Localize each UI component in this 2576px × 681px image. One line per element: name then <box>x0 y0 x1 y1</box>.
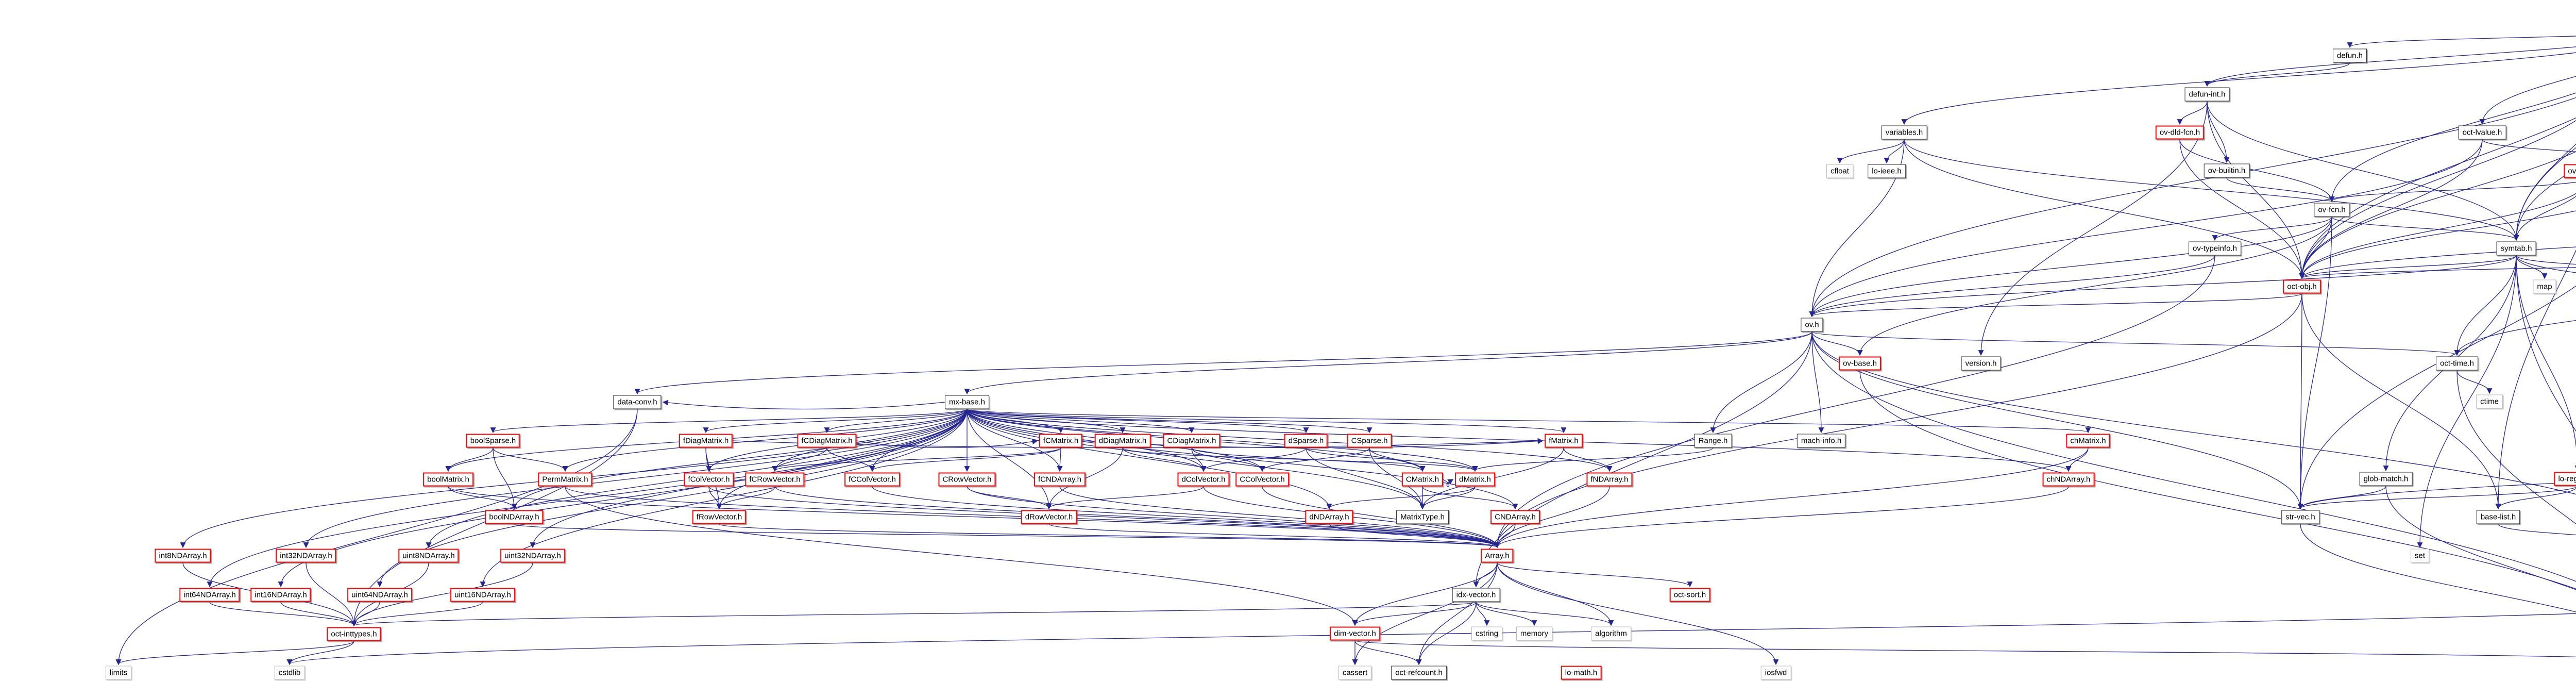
graph-node-uint16NDArray-h[interactable]: uint16NDArray.h <box>450 588 515 602</box>
graph-node-ov-dld-fcn-h[interactable]: ov-dld-fcn.h <box>2155 125 2205 140</box>
graph-node-dRowVector-h[interactable]: dRowVector.h <box>1021 510 1077 524</box>
graph-node-cfloat[interactable]: cfloat <box>1826 164 1853 178</box>
graph-node-int64NDArray-h[interactable]: int64NDArray.h <box>179 588 240 602</box>
graph-node-mach-info-h[interactable]: mach-info.h <box>1797 434 1846 448</box>
graph-node-limits[interactable]: limits <box>105 666 132 680</box>
graph-node-glob-match-h[interactable]: glob-match.h <box>2359 472 2413 486</box>
graph-node-lo-regexp-h[interactable]: lo-regexp.h <box>2554 472 2576 486</box>
graph-node-int8NDArray-h[interactable]: int8NDArray.h <box>155 549 211 563</box>
graph-node-fCRowVector-h[interactable]: fCRowVector.h <box>745 472 805 487</box>
graph-node-lo-math-h[interactable]: lo-math.h <box>1561 666 1602 680</box>
graph-node-fCMatrix-h[interactable]: fCMatrix.h <box>1039 434 1083 448</box>
graph-node-fMatrix-h[interactable]: fMatrix.h <box>1545 434 1583 448</box>
graph-node-oct-time-h[interactable]: oct-time.h <box>2436 356 2478 371</box>
graph-node-str-vec-h[interactable]: str-vec.h <box>2281 510 2319 524</box>
graph-node-ov-typeinfo-h[interactable]: ov-typeinfo.h <box>2189 241 2241 256</box>
graph-node-ov-h[interactable]: ov.h <box>1801 318 1823 332</box>
graph-node-ov-base-h[interactable]: ov-base.h <box>1839 356 1881 371</box>
graph-node-fRowVector-h[interactable]: fRowVector.h <box>692 510 747 524</box>
graph-node-base-list-h[interactable]: base-list.h <box>2476 510 2520 524</box>
graph-node-fNDArray-h[interactable]: fNDArray.h <box>1586 472 1633 487</box>
graph-node-lo-ieee-h[interactable]: lo-ieee.h <box>1868 164 1906 178</box>
graph-node-CSparse-h[interactable]: CSparse.h <box>1347 434 1392 448</box>
graph-node-uint8NDArray-h[interactable]: uint8NDArray.h <box>398 549 459 563</box>
graph-node-oct-lvalue-h[interactable]: oct-lvalue.h <box>2458 125 2506 140</box>
graph-node-oct-sort-h[interactable]: oct-sort.h <box>1669 588 1710 602</box>
graph-node-chNDArray-h[interactable]: chNDArray.h <box>2042 472 2095 487</box>
graph-node-int16NDArray-h[interactable]: int16NDArray.h <box>250 588 311 602</box>
graph-node-CRowVector-h[interactable]: CRowVector.h <box>938 472 996 487</box>
graph-node-version-h[interactable]: version.h <box>1961 356 2001 371</box>
graph-node-ctime[interactable]: ctime <box>2476 394 2503 409</box>
graph-node-ov-builtin-h[interactable]: ov-builtin.h <box>2204 163 2250 178</box>
graph-node-algorithm[interactable]: algorithm <box>1591 626 1631 641</box>
graph-node-PermMatrix-h[interactable]: PermMatrix.h <box>538 472 592 487</box>
graph-node-boolNDArray-h[interactable]: boolNDArray.h <box>485 510 544 524</box>
graph-node-cstring[interactable]: cstring <box>1471 626 1503 641</box>
graph-node-CColVector-h[interactable]: CColVector.h <box>1235 472 1289 487</box>
graph-node-Range-h[interactable]: Range.h <box>1694 434 1732 448</box>
graph-node-fDiagMatrix-h[interactable]: fDiagMatrix.h <box>679 434 733 448</box>
graph-node-set[interactable]: set <box>2410 549 2430 563</box>
graph-node-int32NDArray-h[interactable]: int32NDArray.h <box>276 549 336 563</box>
graph-node-boolMatrix-h[interactable]: boolMatrix.h <box>423 472 473 487</box>
graph-node-MatrixType-h[interactable]: MatrixType.h <box>1396 510 1449 524</box>
graph-node-dNDArray-h[interactable]: dNDArray.h <box>1305 510 1353 524</box>
graph-node-boolSparse-h[interactable]: boolSparse.h <box>466 434 520 448</box>
graph-node-Array-h[interactable]: Array.h <box>1481 549 1514 563</box>
graph-node-uint32NDArray-h[interactable]: uint32NDArray.h <box>500 549 565 563</box>
graph-node-iosfwd[interactable]: iosfwd <box>1760 666 1791 680</box>
graph-node-defun-int-h[interactable]: defun-int.h <box>2184 87 2230 102</box>
graph-node-dColVector-h[interactable]: dColVector.h <box>1177 472 1230 487</box>
graph-node-oct-refcount-h[interactable]: oct-refcount.h <box>1391 666 1447 680</box>
graph-node-idx-vector-h[interactable]: idx-vector.h <box>1452 588 1500 602</box>
graph-node-cassert[interactable]: cassert <box>1338 666 1372 680</box>
graph-node-defun-h[interactable]: defun.h <box>2332 48 2367 63</box>
graph-node-uint64NDArray-h[interactable]: uint64NDArray.h <box>347 588 412 602</box>
graph-node-fColVector-h[interactable]: fColVector.h <box>684 472 734 487</box>
graph-node-fCColVector-h[interactable]: fCColVector.h <box>844 472 900 487</box>
graph-node-ov-fcn-h[interactable]: ov-fcn.h <box>2314 203 2350 217</box>
graph-node-dSparse-h[interactable]: dSparse.h <box>1284 434 1328 448</box>
graph-node-dim-vector-h[interactable]: dim-vector.h <box>1330 626 1380 641</box>
graph-node-memory[interactable]: memory <box>1516 626 1553 641</box>
graph-node-CDiagMatrix-h[interactable]: CDiagMatrix.h <box>1163 434 1221 448</box>
graph-node-oct-obj-h[interactable]: oct-obj.h <box>2283 279 2321 294</box>
graph-node-fCDiagMatrix-h[interactable]: fCDiagMatrix.h <box>797 434 857 448</box>
graph-node-map[interactable]: map <box>2533 279 2556 294</box>
graph-node-cstdlib[interactable]: cstdlib <box>274 666 305 680</box>
graph-node-oct-inttypes-h[interactable]: oct-inttypes.h <box>327 627 381 641</box>
graph-node-ov-usr-fcn-h[interactable]: ov-usr-fcn.h <box>2564 164 2576 178</box>
graph-node-CNDArray-h[interactable]: CNDArray.h <box>1490 510 1540 524</box>
graph-node-fCNDArray-h[interactable]: fCNDArray.h <box>1034 472 1086 487</box>
graph-node-chMatrix-h[interactable]: chMatrix.h <box>2066 434 2110 448</box>
graph-node-mx-base-h[interactable]: mx-base.h <box>944 395 990 409</box>
graph-node-symtab-h[interactable]: symtab.h <box>2496 241 2536 256</box>
graph-node-CMatrix-h[interactable]: CMatrix.h <box>1401 472 1444 487</box>
graph-node-variables-h[interactable]: variables.h <box>1881 125 1927 140</box>
graph-node-data-conv-h[interactable]: data-conv.h <box>613 395 662 409</box>
graph-node-dMatrix-h[interactable]: dMatrix.h <box>1455 472 1495 487</box>
graph-node-dDiagMatrix-h[interactable]: dDiagMatrix.h <box>1094 434 1151 448</box>
